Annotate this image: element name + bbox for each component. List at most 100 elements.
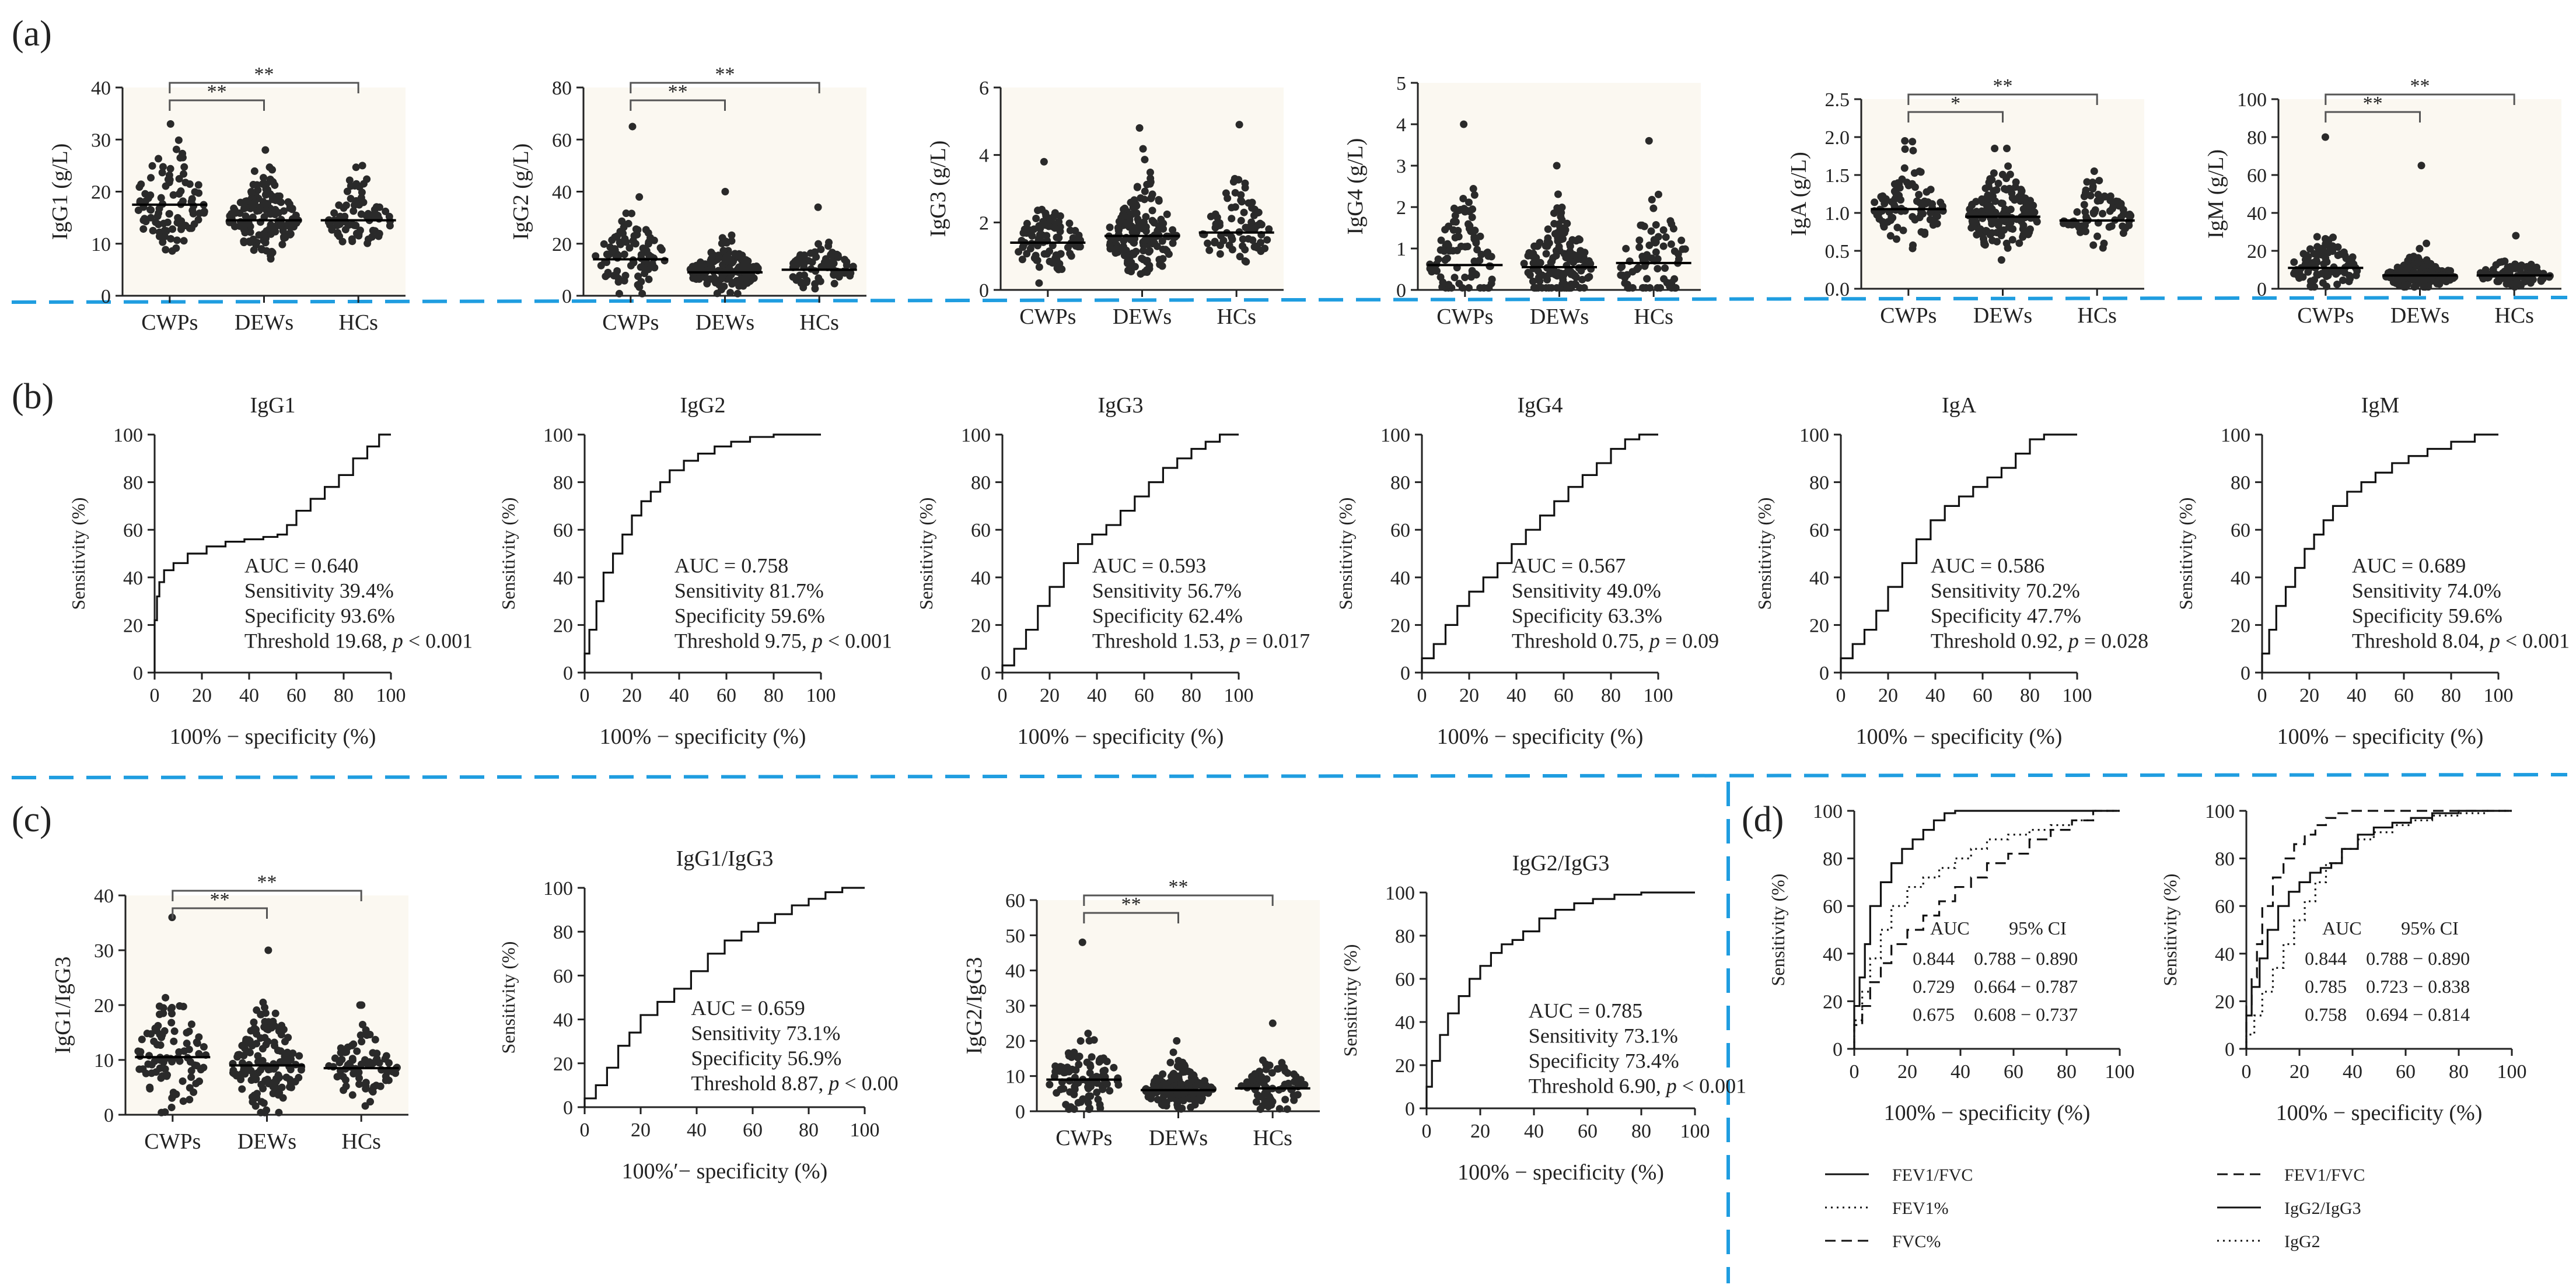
y-tick-label: 80 xyxy=(2247,127,2267,149)
roc-stat-line: Sensitivity 73.1% xyxy=(691,1021,840,1045)
roc-curve-fvc- xyxy=(1853,810,2120,1049)
data-point xyxy=(1572,273,1581,281)
data-point xyxy=(1991,145,1999,152)
data-point xyxy=(375,230,383,238)
significance-bracket xyxy=(172,890,362,901)
data-point xyxy=(375,215,383,223)
roc-stat-line: Threshold 6.90, p < 0.001 xyxy=(1529,1074,1746,1098)
x-tick-label: 80 xyxy=(2449,1061,2469,1083)
roc-stat-line: Sensitivity 56.7% xyxy=(1092,579,1242,603)
data-point xyxy=(1585,272,1593,281)
roc-curve-roc xyxy=(1001,433,1239,673)
roc-curve-igg2-igg3 xyxy=(2245,810,2512,1049)
data-point xyxy=(1553,204,1561,212)
y-axis-label: Sensitivity (%) xyxy=(2159,874,2180,986)
data-point xyxy=(134,206,142,214)
y-tick-label: 60 xyxy=(971,520,991,541)
data-point xyxy=(1473,246,1481,254)
data-point xyxy=(1155,197,1163,205)
category-label: HCs xyxy=(2494,303,2534,328)
data-point xyxy=(824,242,833,250)
data-point xyxy=(261,239,270,247)
data-point xyxy=(353,1047,361,1055)
data-point xyxy=(2003,145,2011,152)
data-point xyxy=(1469,185,1477,193)
data-point xyxy=(2329,233,2337,242)
data-point xyxy=(1020,225,1029,233)
x-tick-label: 40 xyxy=(239,685,259,706)
x-tick-label: 20 xyxy=(1040,685,1060,706)
data-point xyxy=(1256,1076,1264,1084)
data-point xyxy=(1015,248,1023,256)
y-tick-label: 80 xyxy=(552,78,572,99)
table-cell-auc: 0.675 xyxy=(1913,1004,1955,1025)
data-point xyxy=(167,1019,176,1027)
data-point xyxy=(632,225,640,233)
data-point xyxy=(1659,242,1668,250)
data-point xyxy=(1241,246,1249,254)
data-point xyxy=(645,237,653,245)
data-point xyxy=(1057,250,1065,258)
data-point xyxy=(820,262,828,270)
roc-stat-line: Specificity 73.4% xyxy=(1529,1049,1679,1073)
data-point xyxy=(383,1068,392,1076)
data-point xyxy=(1076,1037,1085,1045)
data-point xyxy=(2009,225,2017,233)
data-point xyxy=(2117,213,2125,221)
x-tick-label: 80 xyxy=(1182,685,1201,706)
data-point xyxy=(1019,242,1027,250)
data-point xyxy=(368,1086,376,1094)
table-header-ci: 95% CI xyxy=(2009,918,2067,939)
y-tick-label: 0 xyxy=(1833,1039,1843,1060)
data-point xyxy=(187,1020,195,1028)
y-tick-label: 0 xyxy=(1015,1101,1025,1123)
significance-bracket xyxy=(2325,93,2515,105)
data-point xyxy=(155,1002,163,1010)
data-point xyxy=(1054,265,1062,274)
data-point xyxy=(1892,235,1900,243)
data-point xyxy=(1055,234,1063,242)
data-point xyxy=(348,1091,356,1099)
y-tick-label: 1.0 xyxy=(1825,203,1850,225)
data-point xyxy=(1053,1089,1061,1097)
data-point xyxy=(385,1076,393,1084)
data-point xyxy=(621,235,629,243)
panel-label: (b) xyxy=(12,377,54,416)
y-tick-label: 100 xyxy=(2221,425,2250,446)
x-tick-label: 20 xyxy=(2290,1061,2309,1083)
data-point xyxy=(1148,1090,1156,1098)
x-tick-label: 80 xyxy=(2441,685,2461,706)
data-point xyxy=(1088,1053,1096,1061)
data-point xyxy=(618,217,626,225)
data-point xyxy=(348,1056,356,1064)
data-point xyxy=(1928,200,1937,208)
data-point xyxy=(2304,268,2312,276)
data-point xyxy=(260,213,268,221)
data-point xyxy=(1079,1095,1087,1103)
y-tick-label: 0 xyxy=(981,663,991,684)
x-tick-label: 60 xyxy=(2394,685,2414,706)
data-point xyxy=(1134,215,1142,223)
y-axis-label: IgG3 (g/L) xyxy=(926,141,950,237)
data-point xyxy=(1173,1037,1181,1045)
significance-label: ** xyxy=(210,889,230,911)
data-point xyxy=(637,251,645,259)
data-point xyxy=(1470,235,1479,243)
data-point xyxy=(358,162,366,170)
table-cell-ci: 0.664 − 0.787 xyxy=(1974,976,2078,997)
data-point xyxy=(1128,249,1137,257)
data-point xyxy=(1222,189,1230,197)
legend-label: IgG2/IgG3 xyxy=(2284,1199,2361,1218)
y-tick-label: 100 xyxy=(2205,801,2235,822)
data-point xyxy=(1027,230,1036,239)
data-point xyxy=(195,1050,203,1058)
data-point xyxy=(1110,1063,1118,1072)
data-point xyxy=(641,270,649,278)
data-point xyxy=(1635,243,1644,251)
data-point xyxy=(338,237,347,246)
data-point xyxy=(1026,244,1034,253)
data-point xyxy=(1666,282,1674,290)
data-point xyxy=(362,1026,370,1034)
data-point xyxy=(176,1057,184,1065)
